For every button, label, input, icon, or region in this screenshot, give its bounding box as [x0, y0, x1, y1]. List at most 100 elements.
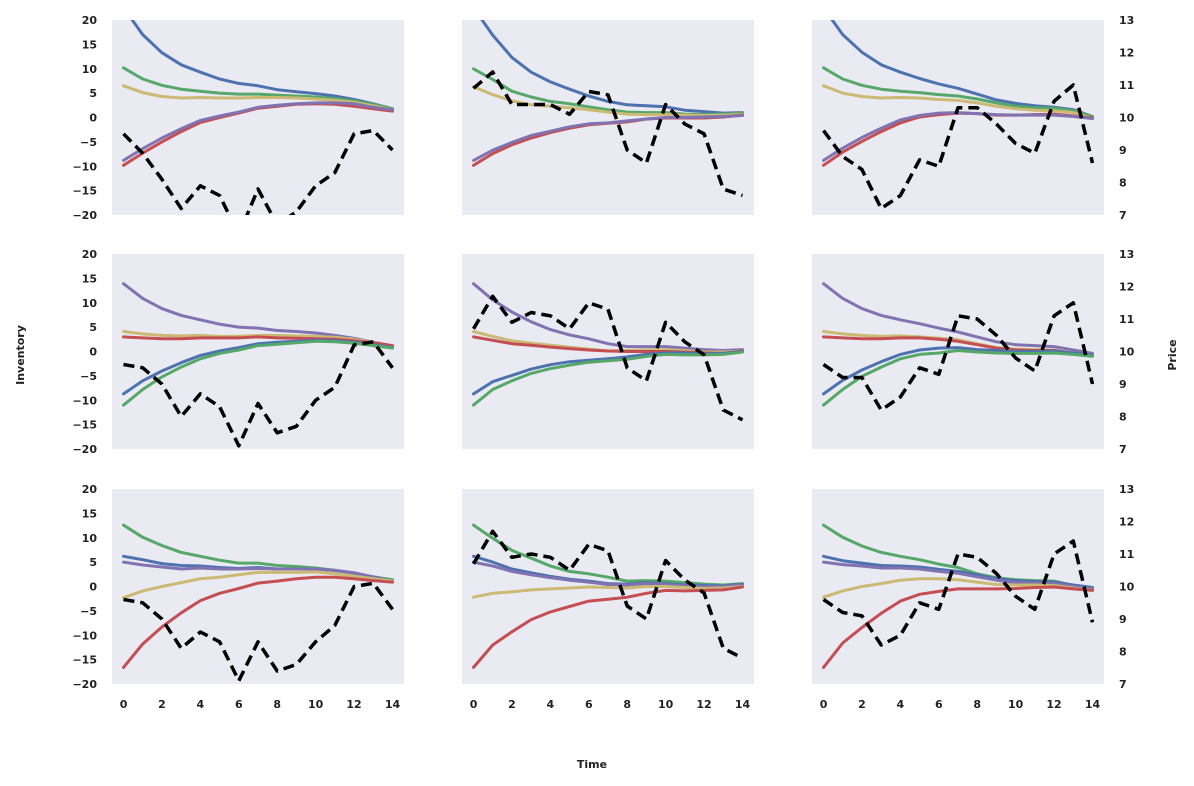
y-tick-label: 0 [89, 112, 97, 125]
x-tick-label: 14 [735, 698, 751, 711]
series-line-price [123, 581, 394, 683]
y-tick-label: 20 [82, 483, 98, 496]
series-line-purple [472, 560, 744, 588]
y2-tick-label: 9 [1119, 144, 1127, 157]
series-line-price [471, 294, 744, 422]
series-line-price [123, 340, 394, 448]
y-tick-label: −10 [72, 394, 97, 407]
x-tick-label: 6 [935, 698, 943, 711]
y-tick-label: 5 [89, 556, 97, 569]
y2-tick-label: 11 [1119, 313, 1134, 326]
y-tick-label: 5 [89, 321, 97, 334]
x-tick-label: 4 [547, 698, 555, 711]
y2-tick-label: 11 [1119, 548, 1134, 561]
series-line-yellow [122, 84, 394, 112]
y2-tick-label: 9 [1119, 613, 1127, 626]
series-line-red [122, 575, 394, 669]
series-group [822, 20, 1095, 211]
x-tick-label: 12 [696, 698, 711, 711]
x-tick-label: 0 [470, 698, 478, 711]
series-line-price [472, 70, 744, 198]
series-group [471, 523, 744, 669]
series-line-green [472, 523, 744, 587]
y-tick-label: 20 [82, 248, 98, 261]
y-tick-label: −5 [80, 605, 97, 618]
y-tick-label: 20 [82, 14, 98, 27]
y-tick-label: −15 [72, 654, 97, 667]
x-tick-label: 8 [973, 698, 981, 711]
x-tick-label: 6 [235, 698, 243, 711]
subplot-r2-c1: 0 2 4 6 8 10 12 14 [462, 489, 754, 711]
y-axis-label-right: Price [1166, 339, 1179, 370]
y-tick-label: −20 [72, 678, 97, 691]
subplot-r2-c2: 7 8 9 10 11 12 13 0 2 4 6 8 10 12 14 [812, 483, 1135, 711]
y2-tick-label: 11 [1119, 79, 1134, 92]
x-tick-label: 8 [273, 698, 281, 711]
subplot-r1-c1 [462, 254, 754, 449]
y2-tick-label: 9 [1119, 378, 1127, 391]
y-tick-label: 15 [82, 272, 97, 285]
y2-tick-label: 13 [1119, 248, 1134, 261]
subplot-grid: −20−15−10−50510152078910111213−20−15−10−… [72, 14, 1135, 711]
y2-tick-label: 10 [1119, 112, 1135, 125]
series-line-red [472, 585, 744, 669]
plot-area [812, 20, 1104, 215]
series-line-yellow [822, 84, 1094, 120]
series-line-price [471, 529, 744, 660]
series-line-yellow [122, 570, 394, 600]
plot-area [112, 20, 404, 215]
series-line-purple [822, 282, 1094, 355]
y2-tick-label: 7 [1119, 443, 1127, 456]
y-tick-label: −10 [72, 160, 97, 173]
y-tick-label: 10 [82, 532, 98, 545]
x-tick-label: 0 [120, 698, 128, 711]
y2-tick-label: 7 [1119, 209, 1127, 222]
x-tick-label: 10 [1008, 698, 1024, 711]
series-line-green [822, 349, 1094, 407]
series-line-price [822, 301, 1095, 412]
y-tick-label: 15 [82, 507, 97, 520]
x-tick-label: 10 [658, 698, 674, 711]
y2-tick-label: 10 [1119, 581, 1135, 594]
y2-tick-label: 13 [1119, 483, 1134, 496]
series-line-green [122, 339, 394, 407]
series-line-blue [822, 346, 1094, 396]
series-line-yellow [822, 577, 1094, 599]
y-tick-label: 10 [82, 63, 98, 76]
x-tick-label: 12 [1046, 698, 1061, 711]
series-line-blue [480, 20, 744, 115]
series-line-purple [472, 114, 744, 162]
x-tick-label: 2 [508, 698, 516, 711]
x-tick-label: 4 [897, 698, 905, 711]
series-line-green [822, 66, 1094, 118]
y2-tick-label: 13 [1119, 14, 1134, 27]
series-line-yellow [472, 85, 744, 117]
series-line-price [822, 539, 1095, 647]
x-tick-label: 6 [585, 698, 593, 711]
x-tick-label: 14 [1085, 698, 1101, 711]
y-tick-label: −20 [72, 443, 97, 456]
x-tick-label: 14 [385, 698, 401, 711]
series-group [822, 523, 1095, 669]
plot-area [112, 254, 404, 449]
series-line-green [472, 350, 744, 407]
series-line-price [122, 128, 394, 215]
y-tick-label: 0 [89, 346, 97, 359]
y2-tick-label: 7 [1119, 678, 1127, 691]
y-tick-label: −10 [72, 629, 97, 642]
series-group [122, 282, 394, 448]
subplot-r1-c0: −20 −15 −10 −5 0 5 10 15 20 [72, 248, 404, 456]
y-tick-label: −5 [80, 136, 97, 149]
x-tick-label: 12 [346, 698, 361, 711]
y-tick-label: 10 [82, 297, 98, 310]
x-tick-label: 2 [858, 698, 866, 711]
series-line-purple [122, 101, 394, 162]
subplot-r0-c1 [462, 20, 754, 215]
y-tick-label: −20 [72, 209, 97, 222]
series-line-green [122, 66, 394, 111]
x-tick-label: 0 [820, 698, 828, 711]
y2-tick-label: 8 [1119, 177, 1127, 190]
y-tick-label: −15 [72, 419, 97, 432]
subplot-r2-c0: −20 −15 −10 −5 0 5 10 15 20 0 2 4 6 8 10 12 14 [72, 483, 404, 711]
